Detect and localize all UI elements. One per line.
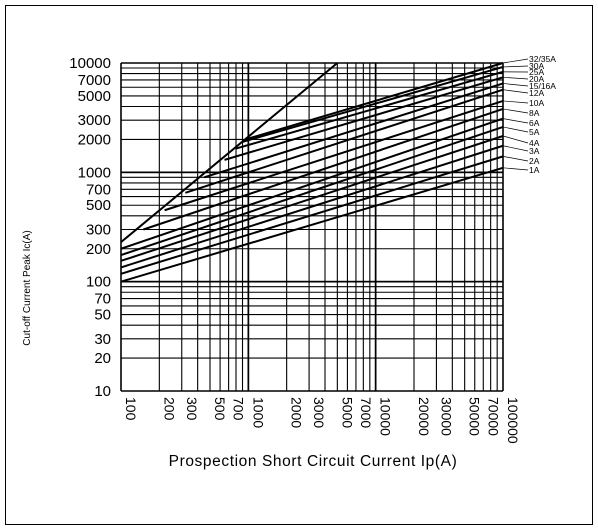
x-tick-label: 2000 bbox=[289, 397, 305, 428]
series-line-3A bbox=[120, 144, 504, 269]
series-line-8A bbox=[143, 107, 504, 231]
x-tick-label: 20000 bbox=[416, 397, 432, 436]
x-tick-label: 700 bbox=[231, 397, 247, 421]
fuse-leader-line bbox=[502, 65, 529, 68]
fuse-labels: 1A2A3A4A5A6A8A10A12A15/16A20A25A30A32/35… bbox=[502, 54, 556, 175]
fuse-leader-line bbox=[502, 167, 529, 171]
fuse-leader-line bbox=[502, 89, 529, 94]
fuse-label: 5A bbox=[529, 127, 540, 137]
fuse-label: 32/35A bbox=[529, 54, 556, 64]
grid bbox=[120, 62, 504, 392]
fuse-leader-line bbox=[502, 156, 529, 162]
x-tick-label: 10000 bbox=[378, 397, 394, 436]
x-tick-label: 1000 bbox=[250, 397, 266, 428]
fuse-label: 10A bbox=[529, 98, 544, 108]
y-tick-label: 2000 bbox=[78, 131, 111, 148]
fuse-leader-line bbox=[502, 126, 529, 133]
x-axis-title: Prospection Short Circuit Current Ip(A) bbox=[169, 453, 458, 470]
series-line-10A bbox=[164, 99, 504, 212]
fuse-leader-line bbox=[502, 118, 529, 124]
fuse-label: 2A bbox=[529, 156, 540, 166]
series-line-15-16A bbox=[203, 82, 504, 179]
limit-line bbox=[120, 62, 338, 243]
fuse-leader-line bbox=[502, 135, 529, 144]
fuse-label: 20A bbox=[529, 74, 544, 84]
x-tick-label: 500 bbox=[212, 397, 228, 421]
y-tick-label: 300 bbox=[86, 222, 111, 239]
fuse-label: 12A bbox=[529, 88, 544, 98]
y-tick-label: 30 bbox=[94, 331, 111, 348]
fuse-leader-line bbox=[502, 108, 529, 114]
series-line-32-35A bbox=[245, 62, 504, 141]
fuse-leader-line bbox=[502, 100, 529, 104]
y-tick-label: 1000 bbox=[78, 164, 111, 181]
series-line-20A bbox=[224, 76, 504, 161]
x-tick-label: 3000 bbox=[311, 397, 327, 428]
fuse-label: 25A bbox=[529, 67, 544, 77]
fuse-leader-line bbox=[502, 145, 529, 152]
series-line-12A bbox=[185, 88, 504, 194]
fuse-label: 30A bbox=[529, 61, 544, 71]
y-tick-label: 200 bbox=[86, 241, 111, 258]
series-line-25A bbox=[235, 70, 504, 150]
y-axis-title: Cut-off Current Peak Ic(A) bbox=[22, 230, 33, 345]
fuse-label: 15/16A bbox=[529, 81, 556, 91]
fuse-leader-line bbox=[502, 76, 529, 80]
y-tick-label: 500 bbox=[86, 197, 111, 214]
series-line-4A bbox=[120, 135, 504, 262]
y-tick-label: 10000 bbox=[69, 55, 111, 72]
y-tick-label: 10 bbox=[94, 383, 111, 400]
y-tick-label: 50 bbox=[94, 307, 111, 324]
fuse-label: 4A bbox=[529, 138, 540, 148]
y-tick-label: 700 bbox=[86, 181, 111, 198]
x-tick-label: 7000 bbox=[358, 397, 374, 428]
fuse-label: 3A bbox=[529, 146, 540, 156]
x-tick-label: 200 bbox=[161, 397, 177, 421]
x-tick-label: 30000 bbox=[438, 397, 454, 436]
x-tick-label: 100 bbox=[123, 397, 139, 421]
y-tick-label: 20 bbox=[94, 350, 111, 367]
series-line-30A bbox=[242, 65, 504, 143]
x-tick-label: 300 bbox=[184, 397, 200, 421]
fuse-leader-line bbox=[502, 83, 529, 87]
fuse-label: 8A bbox=[529, 108, 540, 118]
y-tick-label: 7000 bbox=[78, 72, 111, 89]
x-tick-label: 5000 bbox=[339, 397, 355, 428]
fuse-leader-line bbox=[502, 58, 529, 64]
figure-frame bbox=[5, 5, 593, 525]
fuse-label: 6A bbox=[529, 118, 540, 128]
series-line-6A bbox=[120, 117, 504, 250]
fuse-curves bbox=[120, 62, 504, 283]
x-tick-label: 50000 bbox=[467, 397, 483, 436]
y-tick-label: 5000 bbox=[78, 88, 111, 105]
y-tick-label: 70 bbox=[94, 291, 111, 308]
fuse-label: 1A bbox=[529, 165, 540, 175]
y-tick-label: 3000 bbox=[78, 112, 111, 129]
tick-labels: 1020305070100200300500700100020003000500… bbox=[69, 55, 521, 444]
x-tick-label: 70000 bbox=[485, 397, 501, 436]
y-tick-label: 100 bbox=[86, 274, 111, 291]
series-line-2A bbox=[120, 155, 504, 275]
series-line-1A bbox=[120, 166, 504, 283]
x-tick-label: 100000 bbox=[505, 397, 521, 444]
series-line-5A bbox=[120, 126, 504, 257]
